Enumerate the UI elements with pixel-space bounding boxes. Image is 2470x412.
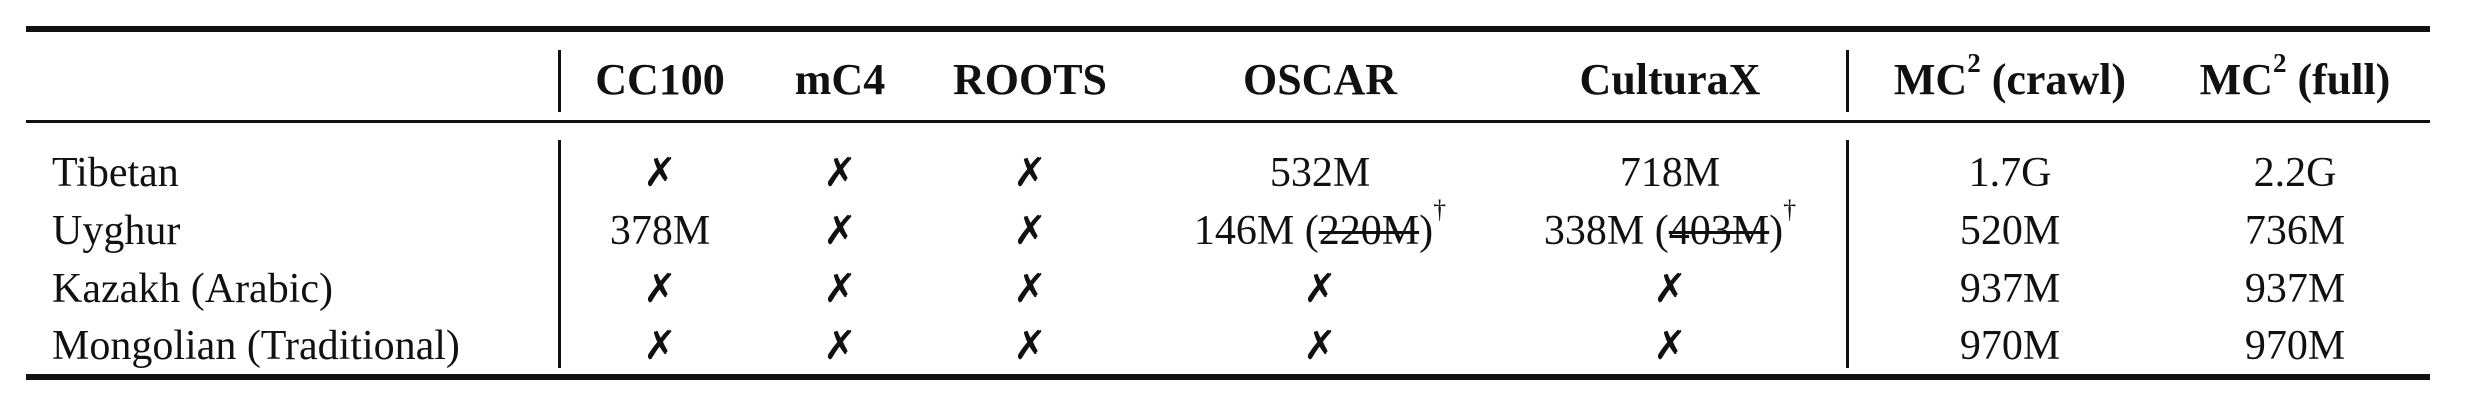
cross-mark-icon: ✗ [823,208,857,254]
table-row: Uyghur 378M ✗ ✗ 146M (220M)† 338M (403M)† 520M… [0,197,2470,259]
table-row: Kazakh (Arabic) ✗ ✗ ✗ ✗ ✗ 937M 937M [0,261,2470,317]
table-cell: 378M [609,208,711,254]
table-cell: 937M [2244,266,2346,312]
header-mc2-full: MC2 (full) [2199,48,2391,104]
cross-mark-icon: ✗ [643,323,677,369]
column-divider [558,50,561,112]
header-oscar: OSCAR [1242,55,1398,104]
column-divider [1846,50,1849,112]
table-cell: 1.7G [1968,150,2052,196]
cross-mark-icon: ✗ [1303,266,1337,312]
language-label: Uyghur [52,208,181,254]
cell-suffix: ) [1769,208,1784,254]
table-cell: 736M [2244,208,2346,254]
cell-value: 338M ( [1543,208,1669,254]
header-culturax: CulturaX [1579,55,1761,104]
language-label: Kazakh (Arabic) [52,266,333,312]
table-cell: 970M [1959,323,2061,369]
cross-mark-icon: ✗ [1013,266,1047,312]
bottom-rule [26,374,2430,380]
cross-mark-icon: ✗ [823,150,857,196]
table-cell: 532M [1269,150,1371,196]
cross-mark-icon: ✗ [1653,323,1687,369]
table-cell: 970M [2244,323,2346,369]
table-cell: 520M [1959,208,2061,254]
language-label: Mongolian (Traditional) [52,323,460,369]
header-roots: ROOTS [952,55,1108,104]
column-divider [1846,140,1849,368]
header-mc4: mC4 [794,55,886,104]
header-rule [26,120,2430,123]
table-cell: 146M (220M)† [1140,197,1500,259]
table-cell: 338M (403M)† [1500,197,1840,259]
header-mc2-crawl: MC2 (crawl) [1893,48,2127,104]
cross-mark-icon: ✗ [1013,208,1047,254]
struck-value: 220M [1318,208,1420,254]
cross-mark-icon: ✗ [643,266,677,312]
language-label: Tibetan [52,150,179,196]
table-row: Tibetan ✗ ✗ ✗ 532M 718M 1.7G 2.2G [0,145,2470,201]
struck-value: 403M [1668,208,1770,254]
cross-mark-icon: ✗ [1013,323,1047,369]
table-cell: 937M [1959,266,2061,312]
dagger-footnote-mark: † [1783,195,1797,224]
column-divider [558,140,561,368]
cell-value: 146M ( [1193,208,1319,254]
table-cell: 718M [1619,150,1721,196]
cross-mark-icon: ✗ [643,150,677,196]
cell-suffix: ) [1419,208,1434,254]
cross-mark-icon: ✗ [1653,266,1687,312]
cross-mark-icon: ✗ [823,266,857,312]
dagger-footnote-mark: † [1433,195,1447,224]
cross-mark-icon: ✗ [823,323,857,369]
cross-mark-icon: ✗ [1303,323,1337,369]
header-cc100: CC100 [595,55,725,104]
table-row: Mongolian (Traditional) ✗ ✗ ✗ ✗ ✗ 970M 970M [0,318,2470,374]
top-rule [26,26,2430,32]
cross-mark-icon: ✗ [1013,150,1047,196]
table-cell: 2.2G [2253,150,2337,196]
